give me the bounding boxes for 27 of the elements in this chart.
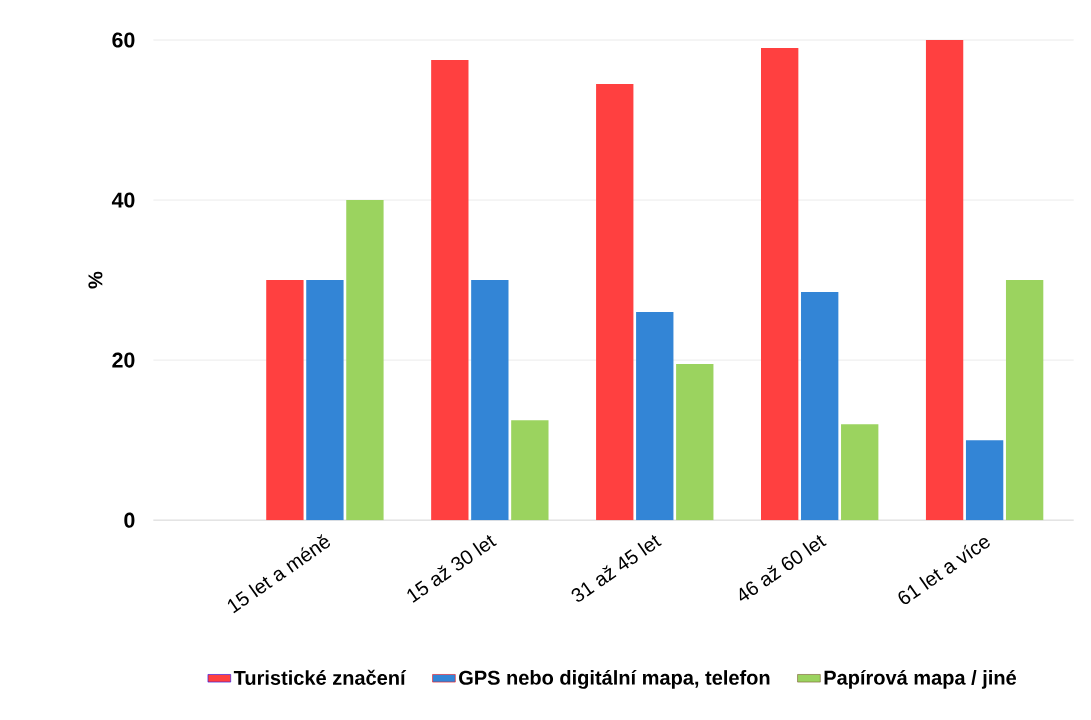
bar [801,291,839,521]
legend-label: Turistické značení [233,669,407,685]
bar [925,39,964,521]
bar [596,83,634,521]
bar [346,199,384,521]
bar [431,59,469,521]
x-tick-label: 15 až 30 let [407,534,497,603]
y-tick-label: 40 [111,192,135,208]
bar [471,279,509,521]
y-tick-label: 20 [112,352,135,368]
bar [761,47,799,521]
bar [266,279,304,521]
bar [636,311,674,521]
legend-label: GPS nebo digitální mapa, telefon [459,669,770,689]
bar [676,364,714,521]
y-axis-title: % [88,271,103,289]
bar [306,279,344,521]
bar [965,440,1004,521]
y-tick-label: 60 [112,32,135,48]
x-tick-label: 46 až 60 let [739,534,827,601]
y-tick-label: 0 [124,512,135,528]
bar [1005,279,1044,521]
x-tick-label: 31 až 45 let [571,534,662,602]
bar [511,420,549,521]
bar [841,424,879,521]
x-tick-label: 61 let a více [898,537,990,604]
legend-label: Papírová mapa / jiné [824,669,1017,689]
